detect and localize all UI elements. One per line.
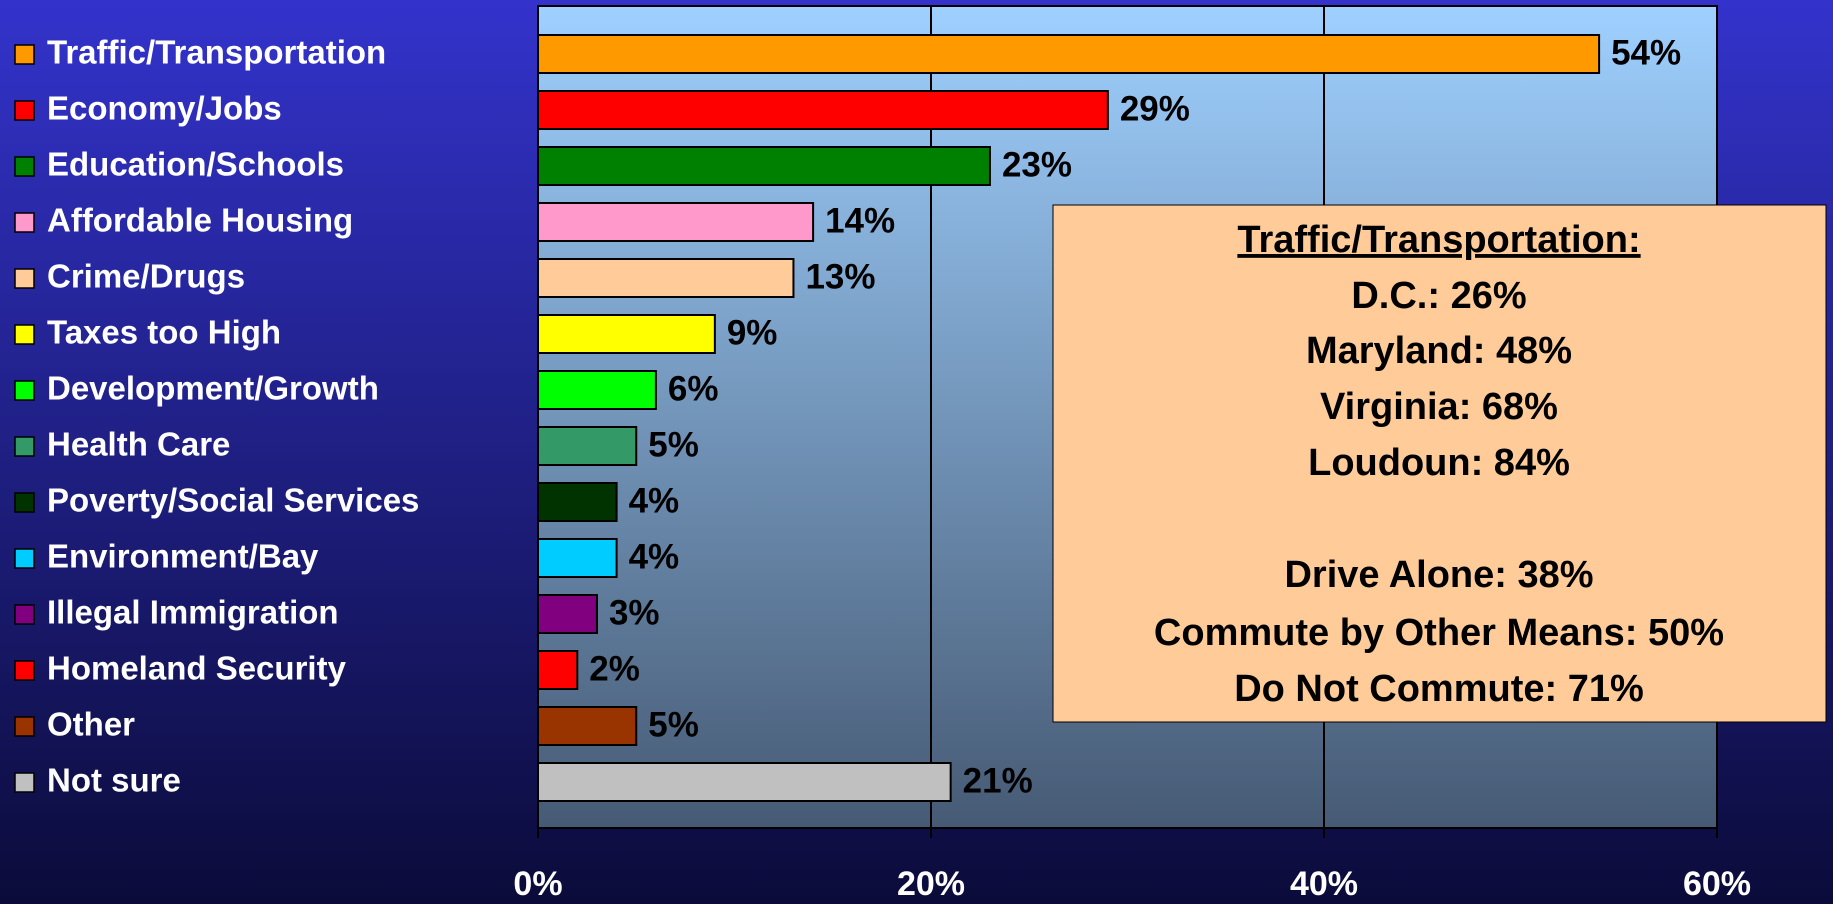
annotation-heading: Traffic/Transportation: [1237,219,1640,261]
legend-swatch [14,436,35,457]
value-label: 2% [589,649,640,688]
value-label: 23% [1002,145,1072,184]
value-label: 21% [963,761,1033,800]
legend-label: Education/Schools [47,146,344,183]
legend-swatch [14,772,35,793]
annotation-line: Maryland: 48% [1306,330,1572,372]
legend-label: Not sure [47,762,181,799]
bar [537,538,618,578]
legend-label: Traffic/Transportation [47,34,386,71]
value-label: 9% [727,313,778,352]
legend-swatch [14,604,35,625]
x-tick-label: 60% [1683,865,1751,903]
legend-swatch [14,324,35,345]
bar [537,650,579,690]
legend-swatch [14,212,35,233]
annotation-line: Commute by Other Means: 50% [1154,612,1724,654]
bar [537,370,657,410]
legend-label: Economy/Jobs [47,90,282,127]
legend-label: Environment/Bay [47,538,319,575]
legend-swatch [14,660,35,681]
legend-swatch [14,268,35,289]
bar [537,482,618,522]
value-label: 5% [648,705,699,744]
value-label: 14% [825,201,895,240]
legend-label: Affordable Housing [47,202,353,239]
bar [537,258,795,298]
legend-swatch [14,492,35,513]
legend-label: Health Care [47,426,230,463]
bar [537,202,815,242]
bar [537,90,1109,130]
x-tick-label: 0% [513,865,562,903]
value-label: 4% [629,537,680,576]
x-tick-label: 40% [1290,865,1358,903]
bar [537,426,638,466]
annotation-box [1052,204,1827,723]
legend-label: Poverty/Social Services [47,482,419,519]
legend-label: Homeland Security [47,650,347,687]
value-label: 54% [1611,33,1681,72]
bar [537,762,952,802]
legend-label: Development/Growth [47,370,379,407]
legend-label: Crime/Drugs [47,258,245,295]
x-tick-label: 20% [897,865,965,903]
annotation-line: Virginia: 68% [1320,386,1558,428]
bar [537,594,598,634]
annotation-line: Do Not Commute: 71% [1234,668,1644,710]
bar [537,706,638,746]
legend-swatch [14,44,35,65]
annotation-line: Drive Alone: 38% [1284,554,1593,596]
annotation-line: D.C.: 26% [1351,275,1526,317]
legend-label: Taxes too High [47,314,281,351]
value-label: 29% [1120,89,1190,128]
value-label: 5% [648,425,699,464]
value-label: 6% [668,369,719,408]
legend-swatch [14,380,35,401]
legend-swatch [14,716,35,737]
annotation-line: Loudoun: 84% [1308,442,1570,484]
legend-swatch [14,548,35,569]
value-label: 4% [629,481,680,520]
legend-label: Other [47,706,135,743]
bar [537,34,1601,74]
bar [537,146,991,186]
bar [537,314,716,354]
value-label: 13% [805,257,875,296]
legend-swatch [14,156,35,177]
value-label: 3% [609,593,660,632]
legend-label: Illegal Immigration [47,594,339,631]
legend-swatch [14,100,35,121]
